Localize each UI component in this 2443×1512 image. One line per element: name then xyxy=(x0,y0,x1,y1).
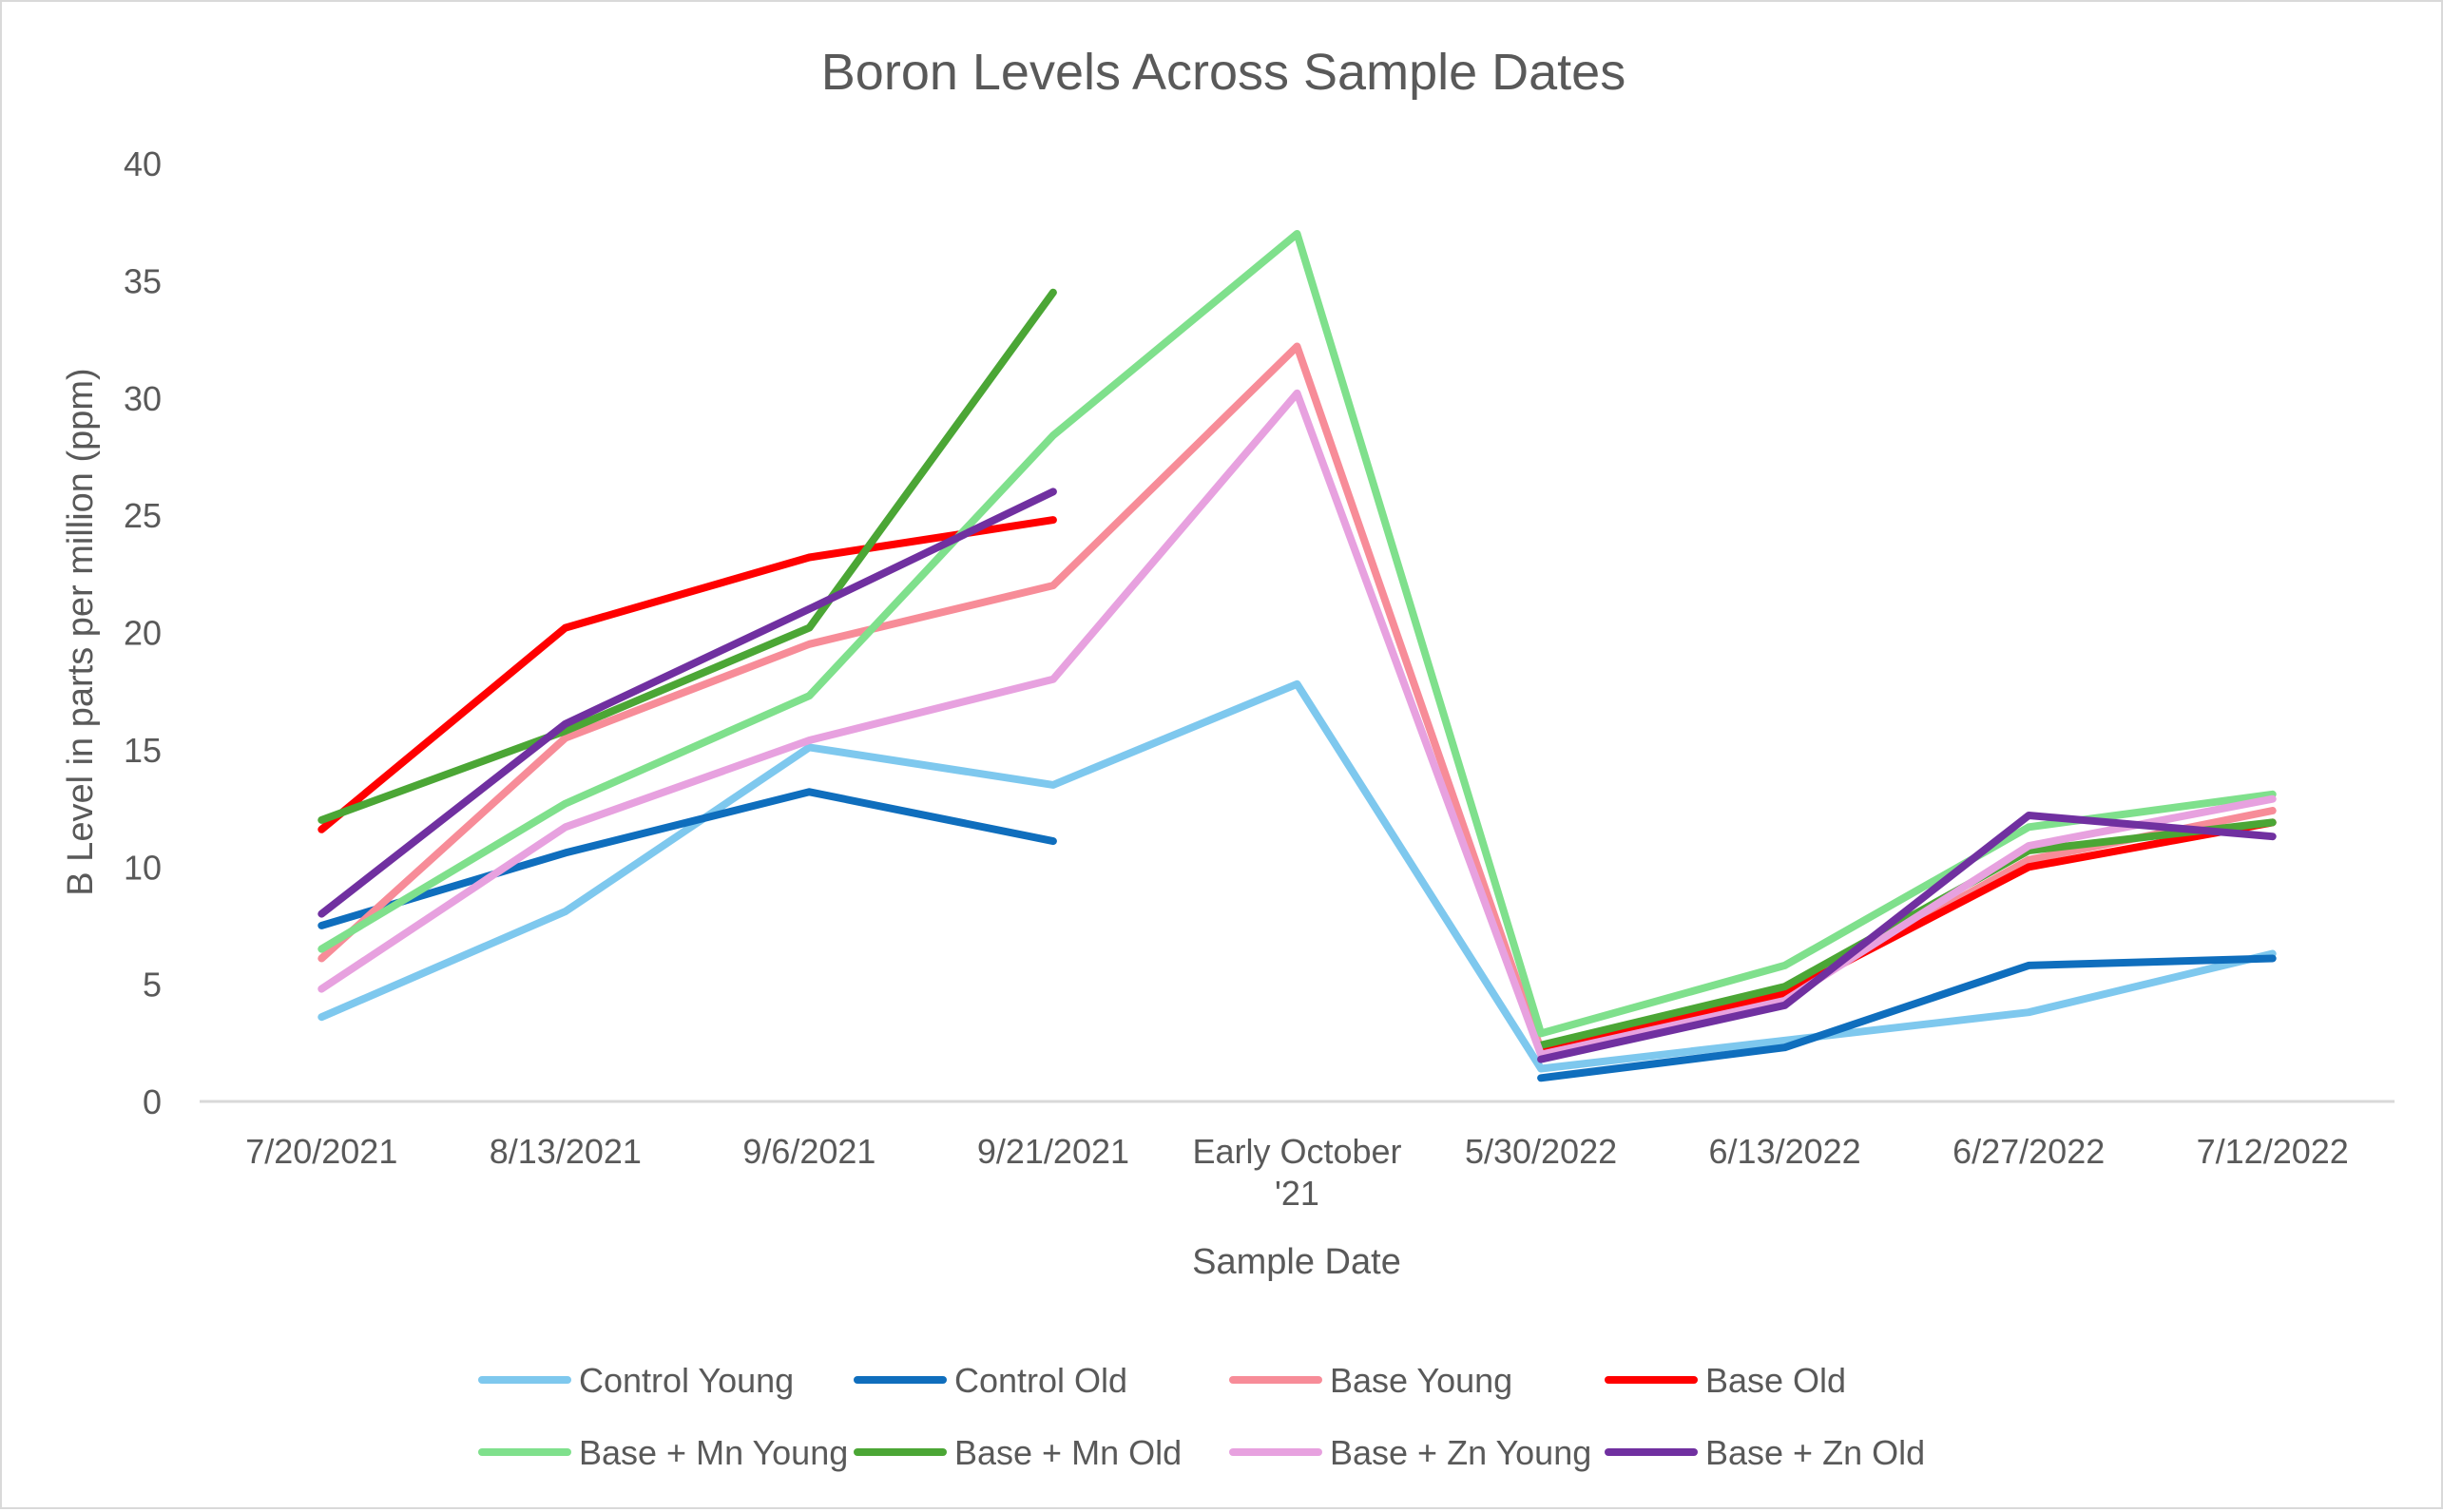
x-tick-label: 7/12/2022 xyxy=(2197,1132,2349,1171)
legend: Control Young Control Old Base Young Base O… xyxy=(478,1361,1925,1472)
x-axis-label: Sample Date xyxy=(1192,1242,1401,1282)
x-axis-ticks: 7/20/2021 8/13/2021 9/6/2021 9/21/2021 Early… xyxy=(245,1132,2349,1213)
legend-label: Control Old xyxy=(954,1361,1127,1400)
x-tick-label-line: 9/6/2021 xyxy=(742,1132,875,1171)
x-tick-label-line: 6/27/2022 xyxy=(1952,1132,2105,1171)
series-line xyxy=(1537,812,2277,1063)
series-line xyxy=(1537,954,2277,1082)
series-line xyxy=(317,288,1057,824)
legend-label: Base + Zn Old xyxy=(1705,1433,1925,1472)
legend-label: Base Young xyxy=(1330,1361,1512,1400)
series-line xyxy=(317,389,2277,1059)
x-tick-label-line: 9/21/2021 xyxy=(977,1132,1129,1171)
y-tick-label: 30 xyxy=(124,379,162,418)
series-line xyxy=(317,488,1057,918)
x-tick-label-line: Early October xyxy=(1192,1132,1401,1171)
series-line xyxy=(317,230,2277,1038)
y-tick-label: 40 xyxy=(124,144,162,183)
x-tick-label-line: 5/30/2022 xyxy=(1465,1132,1617,1171)
x-tick-label: 7/20/2021 xyxy=(245,1132,397,1171)
y-tick-label: 20 xyxy=(124,614,162,653)
x-tick-label-line: '21 xyxy=(1275,1174,1319,1213)
series-line xyxy=(1537,818,2277,1054)
x-tick-label: 6/27/2022 xyxy=(1952,1132,2105,1171)
y-tick-label: 0 xyxy=(143,1082,162,1121)
x-tick-label: 5/30/2022 xyxy=(1465,1132,1617,1171)
legend-label: Base Old xyxy=(1705,1361,1846,1400)
x-tick-label-line: 7/12/2022 xyxy=(2197,1132,2349,1171)
x-tick-label-line: 8/13/2021 xyxy=(490,1132,642,1171)
series-line xyxy=(317,516,1057,833)
chart-title: Boron Levels Across Sample Dates xyxy=(821,44,1625,101)
x-tick-label-line: 6/13/2022 xyxy=(1709,1132,1861,1171)
x-tick-label: 9/21/2021 xyxy=(977,1132,1129,1171)
y-tick-label: 25 xyxy=(124,496,162,535)
legend-label: Control Young xyxy=(579,1361,794,1400)
series-line xyxy=(317,788,1057,929)
legend-label: Base + Mn Old xyxy=(954,1433,1182,1472)
legend-label: Base + Mn Young xyxy=(579,1433,848,1472)
x-tick-label: 8/13/2021 xyxy=(490,1132,642,1171)
x-tick-label: 9/6/2021 xyxy=(742,1132,875,1171)
x-tick-label-line: 7/20/2021 xyxy=(245,1132,397,1171)
x-tick-label: Early October '21 xyxy=(1192,1132,1401,1213)
x-tick-label: 6/13/2022 xyxy=(1709,1132,1861,1171)
y-tick-label: 10 xyxy=(124,848,162,887)
series-line xyxy=(1537,818,2277,1049)
y-axis-label: B Level in parts per million (ppm) xyxy=(61,368,101,895)
series-line xyxy=(317,679,2277,1073)
y-tick-label: 5 xyxy=(143,966,162,1005)
y-tick-label: 15 xyxy=(124,731,162,770)
y-axis-ticks: 0 5 10 15 20 25 30 35 40 xyxy=(124,144,162,1121)
legend-label: Base + Zn Young xyxy=(1330,1433,1591,1472)
series-lines xyxy=(317,230,2277,1082)
y-tick-label: 35 xyxy=(124,261,162,300)
